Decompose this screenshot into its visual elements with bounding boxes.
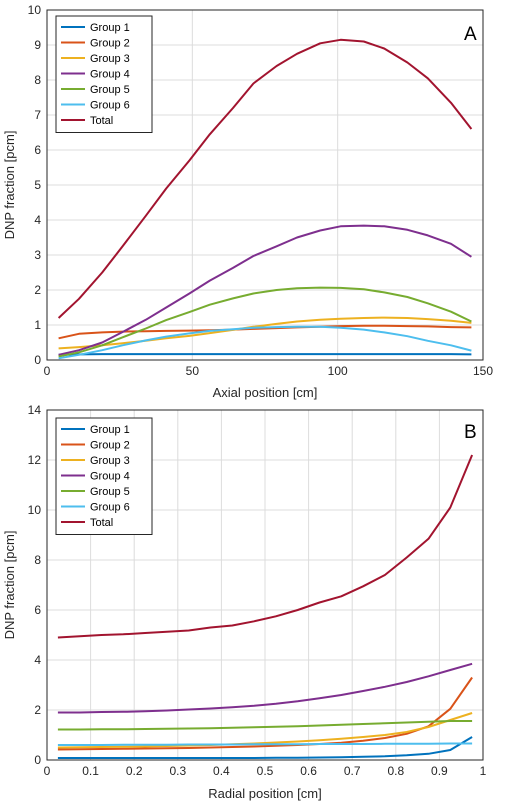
y-tick-label: 6 xyxy=(34,603,41,617)
series-line-group-3 xyxy=(57,712,473,749)
y-tick-label: 9 xyxy=(34,38,41,52)
legend-entry: Group 5 xyxy=(90,84,130,96)
y-axis-label: DNP fraction [pcm] xyxy=(2,131,17,240)
legend-entry: Group 4 xyxy=(90,471,130,483)
series-line-total xyxy=(57,454,474,639)
y-tick-label: 2 xyxy=(34,703,41,717)
legend: Group 1 Group 2 Group 3 Group 4 Group 5 Group… xyxy=(55,417,153,535)
x-tick-label: 0.8 xyxy=(387,764,404,778)
series-line-group-2 xyxy=(58,324,472,340)
legend-entry: Total xyxy=(90,115,113,127)
y-tick-label: 2 xyxy=(34,283,41,297)
series-line-group-4 xyxy=(58,224,472,356)
y-tick-label: 10 xyxy=(28,503,42,517)
y-tick-label: 0 xyxy=(34,753,41,767)
y-tick-label: 7 xyxy=(34,108,41,122)
panel-label: B xyxy=(464,422,477,443)
y-tick-label: 14 xyxy=(28,403,42,417)
legend-entry: Group 5 xyxy=(90,486,130,498)
y-tick-label: 5 xyxy=(34,178,41,192)
y-tick-label: 3 xyxy=(34,248,41,262)
x-tick-label: 150 xyxy=(473,364,493,378)
x-tick-label: 50 xyxy=(186,364,200,378)
y-tick-label: 6 xyxy=(34,143,41,157)
legend-entry: Group 6 xyxy=(90,502,130,514)
series-line-group-6 xyxy=(58,325,472,360)
x-tick-label: 0.1 xyxy=(82,764,99,778)
y-tick-label: 8 xyxy=(34,73,41,87)
x-tick-label: 0.4 xyxy=(213,764,230,778)
x-axis-label: Axial position [cm] xyxy=(213,385,318,400)
x-tick-label: 0.6 xyxy=(300,764,317,778)
x-tick-label: 0.3 xyxy=(169,764,186,778)
series-line-group-6 xyxy=(57,742,473,746)
axes-box xyxy=(46,409,484,761)
series-line-total xyxy=(57,38,473,319)
y-tick-label: 0 xyxy=(34,353,41,367)
x-tick-label: 0 xyxy=(44,764,51,778)
series-line-group-2 xyxy=(57,676,473,751)
legend-box xyxy=(55,417,153,535)
x-tick-label: 0.7 xyxy=(344,764,361,778)
x-tick-label: 0 xyxy=(44,364,51,378)
series-line-group-3 xyxy=(58,316,472,350)
x-axis-label: Radial position [cm] xyxy=(208,786,321,801)
panel-label: A xyxy=(464,24,477,45)
series-line-group-1 xyxy=(58,353,472,356)
legend-entry: Group 1 xyxy=(90,424,130,436)
x-tick-label: 0.5 xyxy=(257,764,274,778)
legend-entry: Total xyxy=(90,517,113,529)
y-tick-label: 1 xyxy=(34,318,41,332)
legend-entry: Group 4 xyxy=(90,69,130,81)
legend-entry: Group 6 xyxy=(90,100,130,112)
series-line-group-5 xyxy=(58,286,472,358)
series-line-group-5 xyxy=(57,720,473,731)
legend-entry: Group 1 xyxy=(90,22,130,34)
legend-entry: Group 2 xyxy=(90,440,130,452)
legend-entry: Group 3 xyxy=(90,53,130,65)
panel-a: 0 50 100 150 0 1 2 3 4 5 6 7 8 9 10 Axial position [cm]… xyxy=(2,3,493,400)
legend-entry: Group 3 xyxy=(90,455,130,467)
panel-b: 0 0.1 0.2 0.3 0.4 0.5 0.6 0.7 0.8 0.9 102468101214… xyxy=(2,403,487,801)
x-tick-label: 0.2 xyxy=(126,764,143,778)
y-tick-label: 12 xyxy=(28,453,42,467)
x-tick-label: 100 xyxy=(328,364,348,378)
y-tick-label: 8 xyxy=(34,553,41,567)
axes-box xyxy=(46,9,484,361)
y-tick-label: 10 xyxy=(28,3,42,17)
series-line-group-4 xyxy=(57,662,473,714)
x-tick-label: 0.9 xyxy=(431,764,448,778)
legend-entry: Group 2 xyxy=(90,38,130,50)
y-axis-label: DNP fraction [pcm] xyxy=(2,531,17,640)
y-tick-label: 4 xyxy=(34,653,41,667)
x-tick-label: 1 xyxy=(480,764,487,778)
legend: Group 1 Group 2 Group 3 Group 4 Group 5 Group… xyxy=(55,15,153,133)
series-line-group-1 xyxy=(57,736,473,759)
y-tick-label: 4 xyxy=(34,213,41,227)
